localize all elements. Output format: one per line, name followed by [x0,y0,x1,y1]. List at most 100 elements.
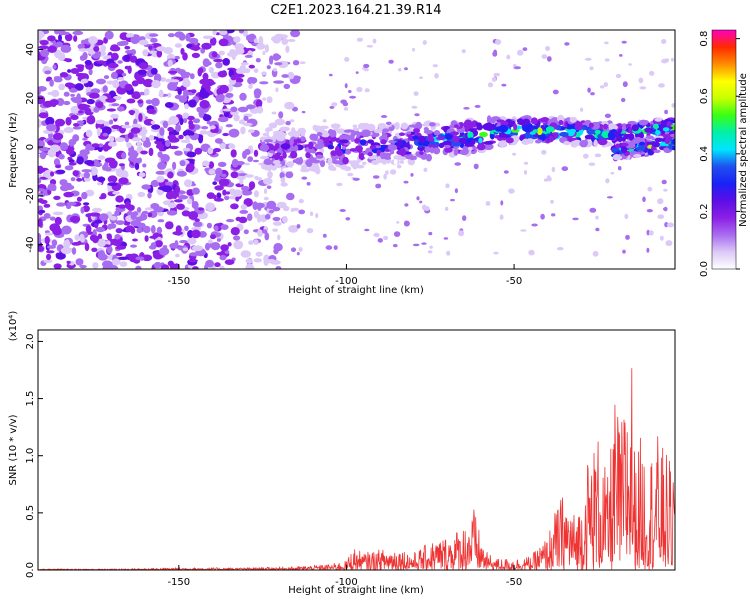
heatmap-cell [479,131,488,138]
heatmap-cell [412,47,415,52]
heatmap-cell [628,63,632,66]
heatmap-cell [593,139,598,148]
heatmap-cell [196,106,203,113]
heatmap-cell [112,191,120,195]
heatmap-cell [63,239,71,249]
spectrogram-y-ticks: 40 20 0 -20 -40 [25,43,43,253]
heatmap-cell [454,188,458,194]
heatmap-cell [658,83,665,88]
heatmap-cell [106,246,113,254]
heatmap-cell [282,216,288,224]
heatmap-cell [46,253,52,261]
heatmap-cell [246,34,251,41]
heatmap-cell [366,45,374,48]
heatmap-cell [528,249,535,256]
heatmap-cell [262,50,266,56]
heatmap-cell [373,128,383,134]
heatmap-cell [167,33,175,38]
heatmap-cell [162,120,169,129]
heatmap-cell [661,179,667,185]
heatmap-cell [594,129,601,135]
heatmap-cell [156,46,167,52]
heatmap-cell [202,160,210,167]
heatmap-cell [73,35,78,42]
heatmap-cell [506,54,511,60]
heatmap-cell [84,242,90,252]
heatmap-cell [298,209,306,215]
heatmap-cell [209,125,216,130]
heatmap-cell [464,119,473,128]
heatmap-cell [239,209,249,214]
heatmap-cell [661,39,667,44]
heatmap-cell [244,54,253,58]
heatmap-cell [444,147,453,153]
heatmap-cell [211,51,218,58]
y-tick-label: -40 [25,236,36,252]
heatmap-cell [485,124,495,131]
heatmap-cell [227,242,232,247]
heatmap-cell [241,189,253,196]
heatmap-cell [189,252,200,257]
heatmap-cell [233,36,241,43]
heatmap-cell [415,121,423,130]
heatmap-cell [400,122,409,130]
heatmap-cell [115,168,123,177]
heatmap-cell [176,170,187,177]
heatmap-cell [38,246,44,252]
heatmap-cell [369,145,377,150]
heatmap-cell [285,120,291,126]
heatmap-cell [191,229,201,239]
heatmap-cell [412,135,419,140]
heatmap-cell [412,243,420,247]
heatmap-cell [141,210,149,215]
heatmap-cell [114,210,120,216]
heatmap-cell [91,235,99,244]
heatmap-cell [285,45,290,53]
heatmap-cell [344,57,350,62]
heatmap-cell [93,219,103,224]
heatmap-cell [325,245,333,250]
heatmap-cell [638,119,648,126]
heatmap-cells [38,30,675,269]
heatmap-cell [76,177,83,182]
heatmap-cell [85,225,92,233]
heatmap-cell [322,233,327,238]
heatmap-cell [498,133,506,138]
heatmap-cell [411,105,418,109]
heatmap-cell [355,71,359,74]
heatmap-cell [280,143,291,150]
heatmap-cell [603,82,608,87]
heatmap-cell [382,159,387,165]
heatmap-cell [140,150,148,155]
heatmap-cell [38,177,42,184]
heatmap-cell [279,171,285,179]
heatmap-cell [79,55,86,61]
heatmap-cell [569,128,577,133]
spectrogram-x-axis-label: Height of straight line (km) [288,285,424,296]
heatmap-cell [218,178,230,187]
heatmap-cell [121,124,132,129]
heatmap-cell [418,135,427,143]
heatmap-cell [621,40,627,44]
heatmap-cell [155,143,165,150]
heatmap-cell [319,125,329,130]
heatmap-cell [259,81,269,85]
heatmap-cell [95,119,106,125]
heatmap-cell [226,219,235,223]
heatmap-cell [136,227,143,234]
heatmap-cell [321,129,328,136]
heatmap-cell [229,49,236,55]
heatmap-cell [136,77,145,85]
heatmap-cell [301,176,308,180]
heatmap-cell [75,258,84,266]
heatmap-cell [222,132,229,137]
heatmap-cell [130,137,142,142]
heatmap-cell [215,61,223,69]
heatmap-cell [286,192,295,201]
heatmap-cell [500,120,509,126]
heatmap-cell [273,54,282,60]
heatmap-cell [84,107,92,116]
heatmap-cell [53,263,62,269]
heatmap-cell [192,245,203,252]
heatmap-cell [363,63,370,69]
